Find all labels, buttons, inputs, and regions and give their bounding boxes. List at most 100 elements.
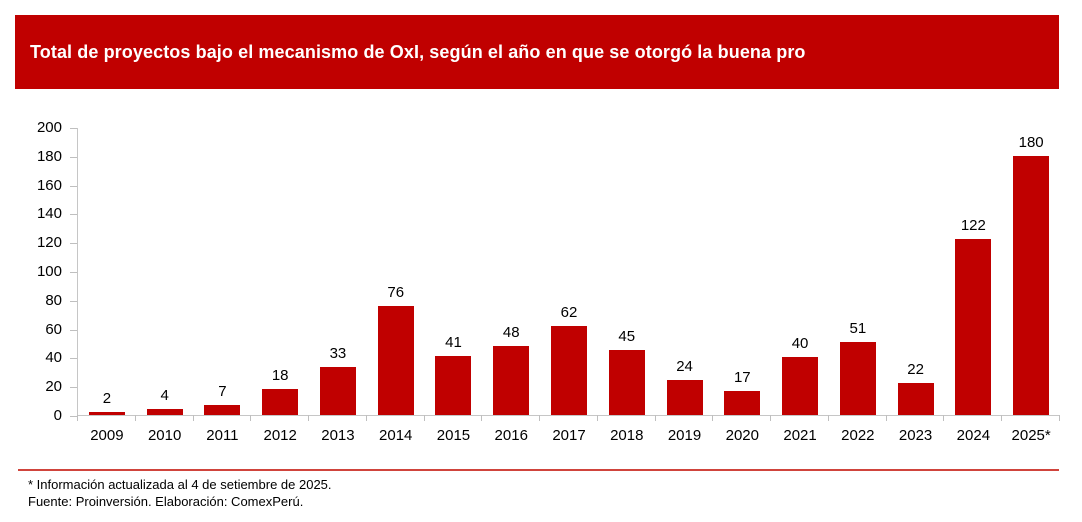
bar: [146, 409, 183, 415]
y-axis-label: 140: [36, 205, 62, 223]
bar-value-label: 24: [676, 358, 693, 375]
bar-group-2013: 33 2013: [309, 128, 367, 444]
bar-value-label: 122: [960, 217, 986, 234]
x-axis-tick: [943, 415, 945, 421]
footer-divider: [18, 469, 1059, 471]
bar-group-2019: 24 2019: [656, 128, 714, 444]
bar-group-2016: 48 2016: [482, 128, 541, 444]
x-axis-label: 2020: [725, 427, 759, 444]
x-axis-tick: [539, 415, 541, 421]
bar-group-2014: 76 2014: [367, 128, 425, 444]
y-axis-tick: [70, 243, 77, 245]
bar-group-2012: 18 2012: [251, 128, 310, 444]
x-axis-label: 2011: [206, 427, 239, 444]
footnote-source: Fuente: Proinversión. Elaboración: Comex…: [28, 494, 304, 509]
bar-group-2018: 45 2018: [598, 128, 656, 444]
x-axis-label: 2009: [90, 427, 124, 444]
y-axis-label: 180: [36, 147, 62, 165]
y-axis-label: 120: [36, 234, 62, 252]
y-axis-tick: [70, 214, 77, 216]
y-axis-label: 0: [53, 407, 62, 424]
bar-value-label: 45: [618, 328, 636, 345]
bar-group-2017: 62 2017: [540, 128, 598, 444]
y-axis-tick: [70, 156, 77, 158]
x-axis-tick: [423, 415, 425, 421]
bar: [955, 239, 992, 415]
bar: [897, 383, 934, 415]
x-axis-tick: [712, 415, 714, 421]
bar-value-label: 62: [560, 304, 578, 321]
y-axis: 0 20 40 60 80 100 120 140 160 180 200: [0, 120, 77, 424]
bar-group-2023: 22 2023: [887, 128, 945, 444]
bar-group-2021: 40 2021: [771, 128, 829, 444]
x-axis-label: 2016: [494, 427, 528, 444]
x-axis-label: 2015: [436, 427, 471, 444]
bar: [262, 389, 299, 415]
x-axis-label: 2014: [379, 427, 413, 444]
y-axis-tick: [70, 358, 77, 360]
y-axis-label: 160: [36, 176, 62, 194]
bar-value-label: 76: [387, 284, 405, 301]
bar-value-label: 18: [271, 367, 289, 384]
x-axis-tick: [250, 415, 252, 421]
bar-value-label: 17: [733, 369, 751, 386]
bar-value-label: 4: [160, 387, 169, 404]
x-axis-label: 2010: [147, 427, 182, 444]
x-axis-tick: [770, 415, 772, 421]
footnote-update: * Información actualizada al 4 de setiem…: [28, 477, 332, 492]
x-axis-tick: [481, 415, 483, 421]
x-axis-tick: [827, 415, 829, 421]
bar: [377, 306, 414, 415]
x-axis-tick: [654, 415, 656, 421]
y-axis-label: 20: [45, 378, 62, 396]
y-axis-label: 100: [36, 263, 62, 280]
x-axis-tick: [77, 415, 78, 421]
bar: [1013, 156, 1050, 415]
y-axis-label: 60: [45, 320, 62, 338]
bar: [551, 326, 587, 415]
bar-group-2025: 180 2025*: [1002, 128, 1061, 444]
x-axis-label: 2022: [841, 427, 875, 444]
bar: [204, 405, 241, 415]
bar-group-2015: 41 2015: [425, 128, 483, 444]
x-axis-label: 2025*: [1011, 427, 1051, 444]
bar: [666, 380, 703, 415]
y-axis-tick: [70, 128, 77, 129]
chart-title-banner: Total de proyectos bajo el mecanismo de …: [15, 15, 1059, 89]
bar-value-label: 7: [218, 383, 227, 400]
bar-group-2010: 4 2010: [136, 128, 194, 444]
y-axis-label: 200: [36, 119, 62, 136]
bar-group-2011: 7 2011: [194, 128, 252, 444]
x-axis-tick: [134, 415, 136, 421]
x-axis-tick: [1059, 415, 1061, 421]
bar: [88, 412, 125, 415]
chart-title: Total de proyectos bajo el mecanismo de …: [30, 41, 806, 62]
x-axis-tick: [885, 415, 887, 421]
bar-group-2022: 51 2022: [829, 128, 887, 444]
bar-value-label: 41: [445, 334, 462, 351]
y-axis-tick: [70, 300, 77, 302]
y-axis-label: 40: [45, 349, 62, 367]
y-axis-tick: [70, 387, 77, 389]
bar-group-2024: 122 2024: [944, 128, 1003, 444]
x-axis-label: 2023: [898, 427, 933, 444]
bar: [724, 391, 761, 415]
x-axis-label: 2018: [610, 427, 644, 444]
bar-value-label: 33: [329, 345, 347, 362]
x-axis-label: 2021: [783, 427, 817, 444]
bar-value-label: 48: [502, 324, 520, 341]
x-axis-label: 2013: [321, 427, 355, 444]
y-axis-tick: [70, 272, 77, 273]
x-axis-tick: [365, 415, 367, 421]
x-axis-tick: [308, 415, 310, 421]
bar-value-label: 51: [849, 320, 867, 337]
bar-value-label: 22: [907, 361, 924, 378]
bar: [435, 356, 472, 415]
x-axis-label: 2012: [263, 427, 297, 444]
x-axis-tick: [192, 415, 194, 421]
bar-value-label: 2: [102, 390, 112, 407]
x-axis-label: 2017: [552, 427, 586, 444]
bar: [782, 357, 819, 415]
x-axis-label: 2024: [956, 427, 991, 444]
